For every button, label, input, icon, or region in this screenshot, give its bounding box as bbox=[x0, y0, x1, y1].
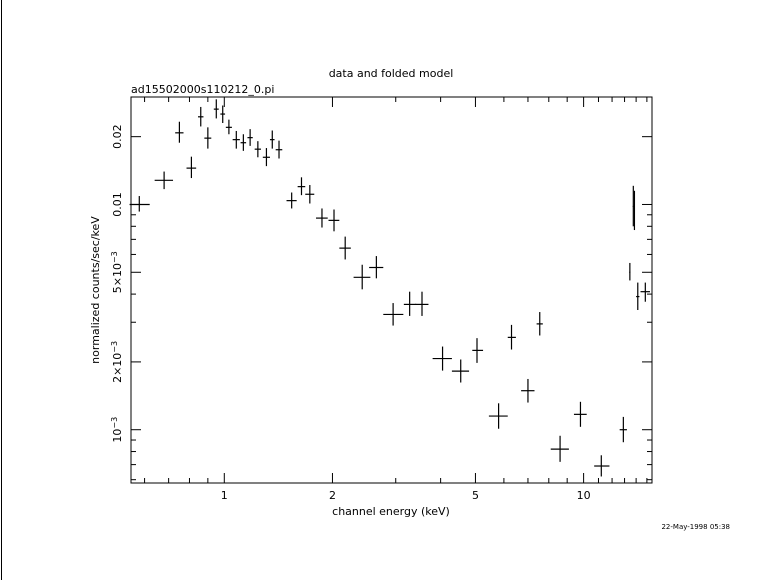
data-point bbox=[403, 291, 417, 316]
y-tick-label: 0.01 bbox=[111, 192, 124, 217]
data-point bbox=[632, 185, 634, 227]
x-axis-label: channel energy (keV) bbox=[332, 505, 450, 518]
data-point bbox=[451, 359, 470, 383]
data-point bbox=[507, 324, 516, 350]
data-point bbox=[275, 140, 283, 159]
data-point bbox=[633, 190, 636, 231]
data-point bbox=[328, 209, 340, 232]
plot-area bbox=[130, 96, 653, 484]
x-tick-label: 2 bbox=[329, 489, 336, 502]
data-point bbox=[521, 378, 535, 403]
data-point bbox=[254, 141, 261, 158]
data-point bbox=[213, 99, 219, 119]
data-point bbox=[353, 264, 371, 290]
data-point bbox=[472, 338, 484, 363]
data-point bbox=[262, 148, 270, 167]
data-point bbox=[369, 256, 384, 279]
x-tick-label: 10 bbox=[577, 489, 591, 502]
data-point bbox=[198, 106, 204, 127]
data-point bbox=[240, 134, 247, 151]
data-point bbox=[297, 177, 306, 196]
data-point bbox=[619, 416, 627, 443]
data-point bbox=[550, 435, 569, 462]
data-point bbox=[383, 303, 404, 326]
data-point bbox=[488, 403, 508, 429]
data-point bbox=[305, 185, 315, 204]
data-point bbox=[247, 129, 253, 146]
data-point bbox=[232, 130, 240, 149]
data-point bbox=[536, 312, 543, 336]
y-axis-label: normalized counts/sec/keV bbox=[89, 216, 102, 364]
data-point bbox=[316, 208, 328, 228]
chart-title: data and folded model bbox=[329, 67, 454, 80]
data-point bbox=[175, 121, 184, 143]
data-point bbox=[432, 346, 452, 371]
chart-subtitle: ad15502000s110212_0.pi bbox=[131, 83, 274, 96]
data-point bbox=[629, 262, 631, 281]
data-point bbox=[269, 130, 275, 149]
data-point bbox=[225, 119, 232, 135]
data-point bbox=[286, 192, 297, 209]
data-point bbox=[573, 401, 587, 427]
data-point bbox=[636, 282, 640, 311]
data-point bbox=[220, 105, 226, 123]
x-tick-label: 1 bbox=[221, 489, 228, 502]
data-point bbox=[415, 291, 429, 316]
x-axis: 1 2 5 10 bbox=[144, 97, 648, 502]
data-point bbox=[186, 156, 197, 179]
data-point bbox=[594, 455, 610, 477]
data-points bbox=[129, 99, 650, 477]
x-tick-label: 5 bbox=[472, 489, 479, 502]
data-point bbox=[640, 282, 650, 302]
data-point bbox=[154, 171, 174, 190]
timestamp-annotation: 22-May-1998 05:38 bbox=[661, 523, 730, 531]
data-point bbox=[339, 236, 351, 260]
y-axis: 10−32×10−35×10−30.010.02 bbox=[110, 96, 652, 481]
y-tick-label: 0.02 bbox=[111, 124, 124, 149]
data-point bbox=[204, 127, 212, 149]
data-point bbox=[129, 196, 150, 212]
